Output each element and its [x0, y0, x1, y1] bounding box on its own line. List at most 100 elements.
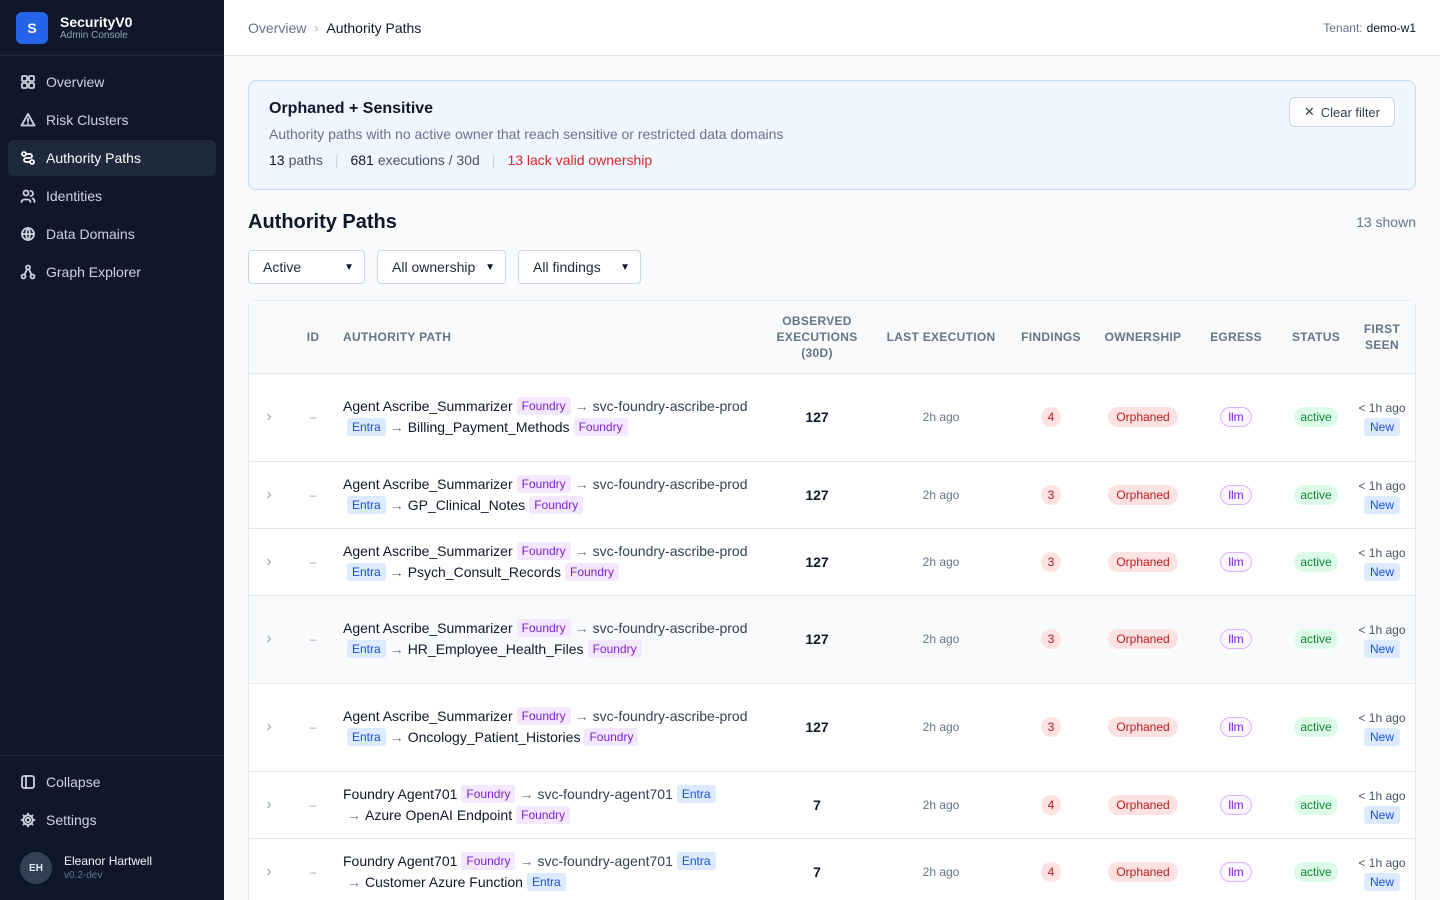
- resource-name: Psych_Consult_Records: [407, 563, 561, 580]
- ownership-cell: Orphaned: [1097, 373, 1189, 462]
- authority-path[interactable]: Agent Ascribe_Summarizer Foundry → svc-foun…: [343, 464, 751, 526]
- chevron-right-icon[interactable]: ›: [266, 718, 272, 735]
- table-row[interactable]: › – Agent Ascribe_Summarizer Foundry → svc-fo…: [249, 373, 1415, 462]
- col-authority-path[interactable]: Authority Path: [337, 301, 757, 374]
- status-cell: active: [1283, 461, 1349, 529]
- authority-path[interactable]: Foundry Agent701 Foundry → svc-foundry-agen…: [343, 841, 751, 900]
- table-row[interactable]: › – Agent Ascribe_Summarizer Foundry → svc-fo…: [249, 595, 1415, 684]
- findings-cell: 3: [1005, 461, 1097, 529]
- expand-cell[interactable]: ›: [249, 683, 289, 772]
- arrow-right-icon: →: [389, 729, 404, 745]
- expand-cell[interactable]: ›: [249, 771, 289, 839]
- sidebar-item-data-domains[interactable]: Data Domains: [8, 216, 216, 252]
- brand-subtitle: Admin Console: [60, 29, 128, 41]
- chevron-right-icon[interactable]: ›: [266, 552, 272, 570]
- sidebar-item-risk-clusters[interactable]: Risk Clusters: [8, 102, 216, 138]
- expand-cell[interactable]: ›: [249, 838, 289, 900]
- ownership-cell: Orphaned: [1097, 771, 1189, 839]
- authority-path[interactable]: Agent Ascribe_Summarizer Foundry → svc-foun…: [343, 386, 751, 448]
- ownership-badge: Orphaned: [1108, 861, 1178, 882]
- table-row[interactable]: › – Foundry Agent701 Foundry → svc-foundry-ag…: [249, 771, 1415, 839]
- findings-badge[interactable]: 3: [1041, 484, 1061, 505]
- table-row[interactable]: › – Agent Ascribe_Summarizer Foundry → svc-fo…: [249, 461, 1415, 529]
- main-content: Orphaned + Sensitive Authority paths wit…: [224, 56, 1440, 900]
- findings-badge[interactable]: 4: [1041, 794, 1061, 815]
- expand-cell[interactable]: ›: [249, 461, 289, 529]
- col-first-seen[interactable]: First Seen: [1349, 301, 1415, 374]
- new-badge: New: [1363, 562, 1400, 581]
- clear-filter-button[interactable]: ✕ Clear filter: [1288, 97, 1395, 127]
- expand-cell[interactable]: ›: [249, 528, 289, 596]
- col-id[interactable]: ID: [289, 301, 337, 374]
- col-expand: [249, 301, 289, 374]
- col-status[interactable]: Status: [1283, 301, 1349, 374]
- authority-path[interactable]: Agent Ascribe_Summarizer Foundry → svc-foun…: [343, 608, 751, 670]
- row-id: –: [309, 487, 317, 502]
- authority-path[interactable]: Foundry Agent701 Foundry → svc-foundry-agen…: [343, 774, 751, 836]
- ownership-cell: Orphaned: [1097, 461, 1189, 529]
- sidebar-item-graph-explorer[interactable]: Graph Explorer: [8, 254, 216, 290]
- findings-badge[interactable]: 4: [1041, 861, 1061, 882]
- arrow-right-icon: →: [574, 475, 589, 492]
- egress-badge: llm: [1220, 861, 1252, 882]
- first-seen: < 1h ago: [1358, 711, 1406, 725]
- chevron-down-icon: ▼: [620, 261, 630, 273]
- expand-cell[interactable]: ›: [249, 595, 289, 684]
- chevron-right-icon[interactable]: ›: [266, 795, 272, 813]
- chevron-right-icon[interactable]: ›: [266, 630, 272, 647]
- status-badge: active: [1294, 717, 1338, 737]
- expand-cell[interactable]: ›: [249, 373, 289, 462]
- sidebar-item-overview[interactable]: Overview: [8, 64, 216, 100]
- status-filter-select[interactable]: Active ▼: [248, 250, 365, 284]
- path-cell: Agent Ascribe_Summarizer Foundry → svc-foun…: [337, 528, 757, 596]
- findings-badge[interactable]: 3: [1041, 551, 1061, 572]
- agent-name: Agent Ascribe_Summarizer: [343, 708, 513, 724]
- platform-tag: Entra: [676, 851, 716, 870]
- findings-badge[interactable]: 3: [1041, 717, 1061, 737]
- platform-tag: Entra: [347, 495, 386, 514]
- close-icon: ✕: [1303, 104, 1315, 119]
- last-execution: 2h ago: [922, 487, 960, 502]
- platform-tag: Foundry: [564, 562, 620, 581]
- agent-name: Foundry Agent701: [343, 785, 458, 802]
- authority-path[interactable]: Agent Ascribe_Summarizer Foundry → svc-foun…: [343, 531, 751, 593]
- platform-tag: Foundry: [516, 397, 571, 415]
- ownership-cell: Orphaned: [1097, 595, 1189, 684]
- collapse-button[interactable]: Collapse: [8, 764, 216, 800]
- table-row[interactable]: › – Foundry Agent701 Foundry → svc-foundry-ag…: [249, 838, 1415, 900]
- ownership-warning: 13 lack valid ownership: [507, 152, 653, 168]
- platform-tag: Foundry: [516, 541, 571, 560]
- col-egress[interactable]: Egress: [1189, 301, 1283, 374]
- tenant-label: Tenant:: [1323, 20, 1363, 35]
- ownership-badge: Orphaned: [1108, 551, 1178, 572]
- path-cell: Agent Ascribe_Summarizer Foundry → svc-foun…: [337, 595, 757, 684]
- breadcrumb-overview[interactable]: Overview: [248, 19, 307, 36]
- settings-button[interactable]: Settings: [8, 802, 216, 838]
- user-profile[interactable]: EH Eleanor Hartwell v0.2-dev: [8, 840, 216, 900]
- chevron-right-icon[interactable]: ›: [266, 485, 272, 503]
- sidebar-item-identities[interactable]: Identities: [8, 178, 216, 214]
- last-execution-cell: 2h ago: [877, 595, 1005, 684]
- last-execution: 2h ago: [922, 554, 960, 569]
- col-last-execution[interactable]: Last Execution: [877, 301, 1005, 374]
- row-id: –: [309, 797, 317, 812]
- executions-label: executions / 30d: [377, 152, 480, 168]
- table-row[interactable]: › – Agent Ascribe_Summarizer Foundry → svc-fo…: [249, 528, 1415, 596]
- findings-filter-select[interactable]: All findings ▼: [518, 250, 641, 284]
- authority-path[interactable]: Agent Ascribe_Summarizer Foundry → svc-foun…: [343, 696, 751, 758]
- findings-cell: 3: [1005, 683, 1097, 772]
- col-ownership[interactable]: Ownership: [1097, 301, 1189, 374]
- findings-badge[interactable]: 3: [1041, 629, 1061, 649]
- resource-name: Billing_Payment_Methods: [407, 419, 570, 435]
- sidebar-item-authority-paths[interactable]: Authority Paths: [8, 140, 216, 176]
- ownership-badge: Orphaned: [1108, 407, 1178, 427]
- chevron-right-icon[interactable]: ›: [266, 862, 272, 880]
- col-executions[interactable]: Observed Executions (30D): [757, 301, 877, 374]
- table-row[interactable]: › – Agent Ascribe_Summarizer Foundry → svc-fo…: [249, 683, 1415, 772]
- chevron-right-icon[interactable]: ›: [266, 408, 272, 425]
- resource-name: Azure OpenAI Endpoint: [365, 806, 513, 823]
- findings-badge[interactable]: 4: [1041, 407, 1061, 427]
- executions-cell: 127: [757, 461, 877, 529]
- col-findings[interactable]: Findings: [1005, 301, 1097, 374]
- ownership-filter-select[interactable]: All ownership ▼: [377, 250, 506, 284]
